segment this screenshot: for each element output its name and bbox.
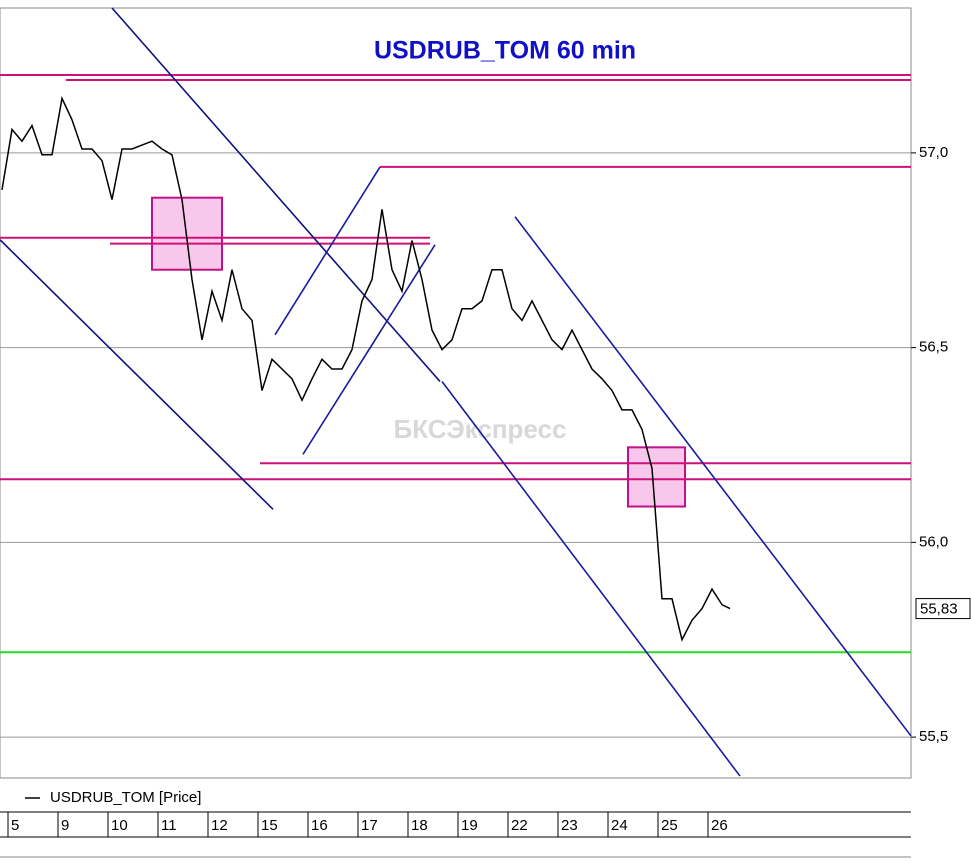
legend-label: USDRUB_TOM [Price]: [50, 789, 201, 806]
trend-line: [514, 216, 912, 737]
price-line: [1, 95, 731, 642]
y-tick-label: 56,0: [919, 533, 948, 550]
trend-line: [302, 244, 436, 455]
y-tick-label: 56,5: [919, 339, 948, 356]
y-tick-label: 55,5: [919, 728, 948, 745]
last-price-box: [915, 598, 971, 620]
chart-title: USDRUB_TOM 60 min: [374, 37, 636, 65]
y-tick-label: 57,0: [919, 144, 948, 161]
trend-line: [274, 166, 381, 336]
trend-line: [441, 381, 741, 777]
watermark: БКСЭкспресс: [394, 414, 567, 444]
x-tick-label: 18: [411, 817, 428, 834]
x-tick-label: 9: [61, 817, 69, 834]
x-tick-label: 22: [511, 817, 528, 834]
x-tick-label: 11: [161, 817, 177, 834]
x-tick-label: 17: [361, 817, 378, 834]
zone: [627, 446, 686, 508]
x-tick-label: 12: [211, 817, 228, 834]
x-tick-label: 15: [261, 817, 278, 834]
trend-line: [111, 7, 441, 383]
x-tick-label: 16: [311, 817, 328, 834]
x-tick-label: 26: [711, 817, 728, 834]
x-tick-label: 23: [561, 817, 578, 834]
trend-line: [0, 239, 274, 510]
x-tick-label: 25: [661, 817, 678, 834]
x-tick-label: 24: [611, 817, 628, 834]
plot-frame: [0, 7, 912, 779]
x-tick-label: 5: [11, 817, 19, 834]
x-tick-label: 19: [461, 817, 478, 834]
last-price-label: 55,83: [920, 601, 958, 618]
x-tick-label: 10: [111, 817, 128, 834]
